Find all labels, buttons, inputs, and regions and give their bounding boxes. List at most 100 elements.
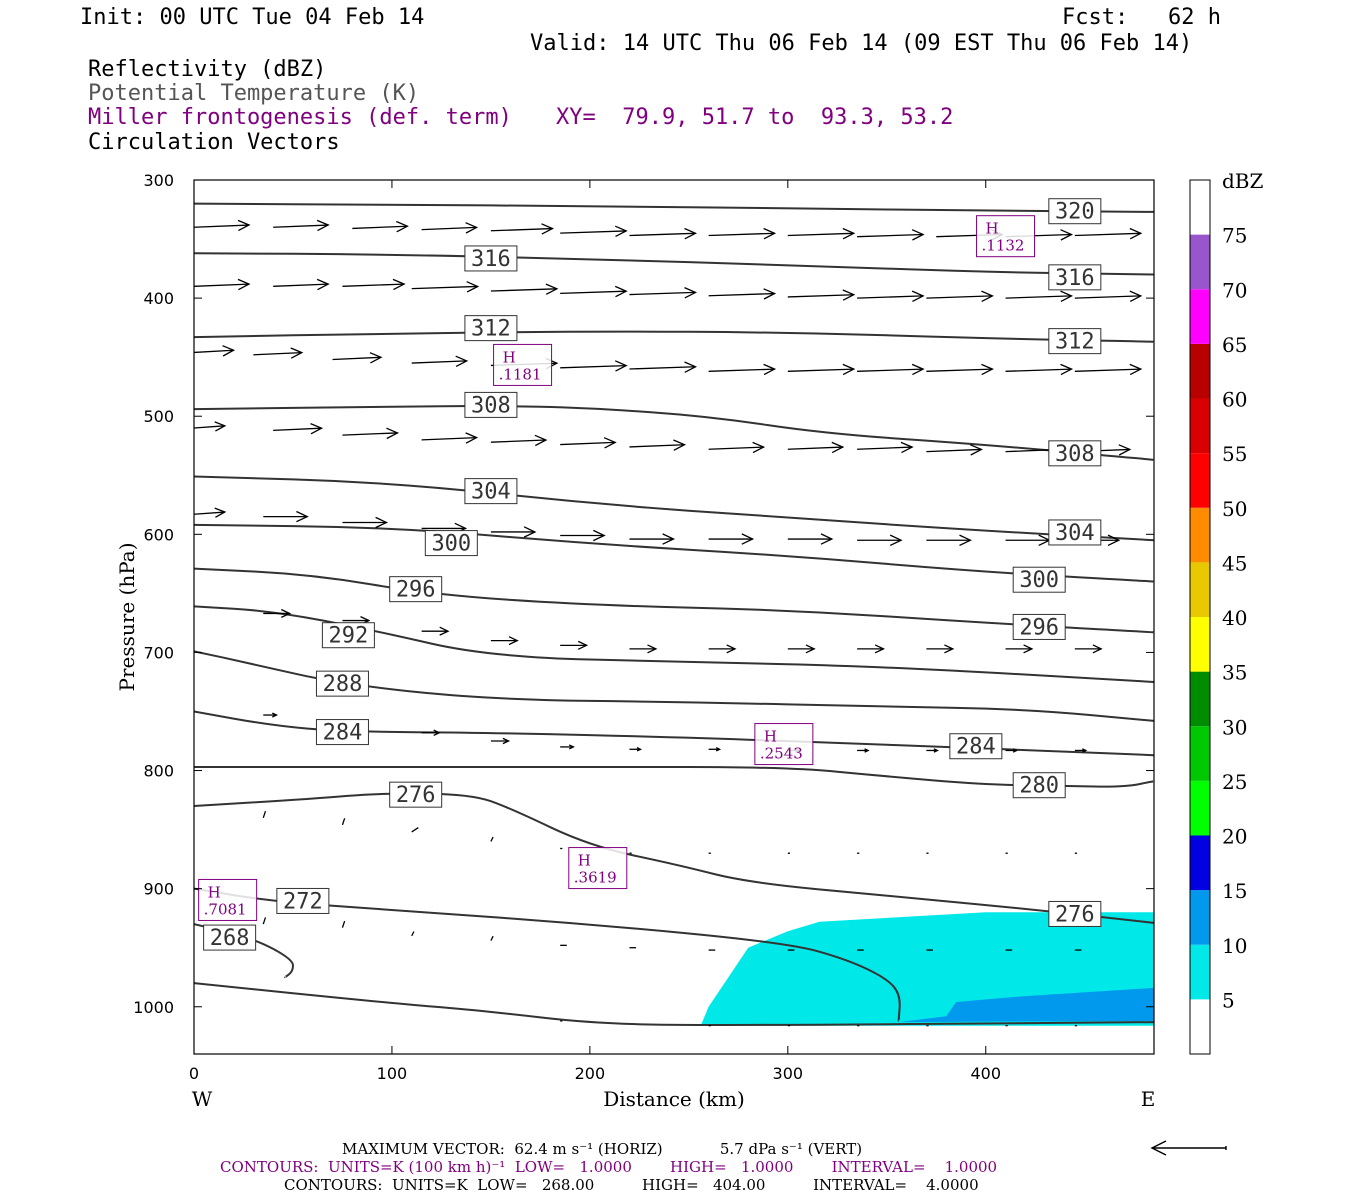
vector-shaft [342, 432, 398, 436]
vector-head [1082, 748, 1088, 753]
y-tick-label: 400 [143, 289, 174, 308]
vector-shaft [629, 232, 696, 237]
circulation-vector [708, 363, 777, 376]
theta-contour-280 [194, 765, 1154, 788]
contour-label-box [1048, 328, 1102, 355]
y-tick-label: 900 [143, 880, 174, 899]
vector-shaft [708, 446, 764, 450]
dbz-colorbar: dBZ 5 10 15 20 25 30 35 40 45 50 55 60 65 70 75 [1189, 169, 1264, 1055]
circulation-vector [411, 827, 419, 833]
circulation-vector [194, 219, 251, 232]
contour-label-box [1012, 613, 1066, 640]
vector-head [545, 283, 559, 295]
contour-label-276: 276 [389, 781, 443, 808]
contour-label-text: 284 [323, 721, 363, 746]
vector-shaft [194, 224, 250, 228]
circulation-vector [194, 507, 227, 518]
x-tick-label: 400 [970, 1064, 1001, 1083]
contour-label-box [315, 670, 369, 697]
circulation-vector [490, 526, 537, 538]
circulation-vector [341, 920, 346, 928]
contour-label-box [949, 733, 1003, 760]
contour-label-text: 300 [1019, 568, 1059, 593]
circulation-vector [1005, 748, 1018, 753]
colorbar-label: 60 [1222, 388, 1247, 412]
colorbar-swatch [1190, 671, 1210, 727]
vector-shaft [857, 446, 913, 450]
frontogenesis-high: H.2543 [754, 723, 814, 766]
vector-head [433, 729, 441, 736]
theta-contour-308 [194, 405, 1154, 461]
vector-shaft [1074, 368, 1141, 372]
circulation-vector [411, 931, 415, 937]
circulation-vector [857, 748, 870, 753]
vector-head [1060, 363, 1074, 376]
colorbar-swatch [1190, 944, 1210, 1000]
circulation-vector [1074, 748, 1088, 753]
high-label: H [503, 348, 516, 366]
circulation-vector [708, 227, 777, 240]
vector-head [900, 441, 914, 454]
circulation-vector [787, 441, 845, 454]
vector-shaft [560, 230, 627, 234]
vector-head [763, 363, 777, 376]
vector-head [465, 222, 479, 234]
vector-head [1012, 748, 1018, 753]
circulation-vector [421, 222, 479, 234]
y-axis-label: Pressure (hPa) [115, 543, 139, 692]
vector-shaft [857, 368, 924, 372]
circulation-vector [411, 355, 469, 367]
colorbar-top-blank [1190, 180, 1210, 235]
colorbar-swatch [1190, 289, 1210, 344]
circulation-vector [787, 227, 856, 240]
vector-head [614, 360, 628, 372]
circulation-vector [490, 935, 494, 941]
x-tick-label: 0 [189, 1064, 199, 1083]
y-tick-label: 600 [143, 525, 174, 544]
circulation-vector [1074, 227, 1143, 240]
y-tick-label: 500 [143, 407, 174, 426]
high-label: H [986, 220, 999, 238]
y-tick-label: 1000 [133, 998, 174, 1017]
colorbar-label: 15 [1222, 879, 1247, 903]
high-label: H [208, 883, 221, 901]
vector-head [214, 421, 227, 432]
frontogenesis-high: H.3619 [568, 847, 628, 890]
vector-shaft [560, 441, 616, 446]
circulation-vector [490, 434, 548, 447]
circulation-vector [926, 644, 955, 654]
vector-head [577, 640, 589, 650]
vector-head [603, 437, 617, 449]
vector-head [726, 644, 737, 654]
circulation-vector [253, 347, 304, 359]
contour-label-312: 312 [1048, 328, 1102, 355]
vector-shaft [787, 232, 854, 237]
vector-shaft [629, 444, 685, 448]
vector-head [842, 227, 856, 240]
contour-label-text: 296 [1019, 615, 1059, 640]
vector-shaft [253, 351, 302, 356]
high-label: H [764, 728, 777, 746]
colorbar-swatch [1190, 617, 1210, 672]
max-vector-arrow [1150, 1140, 1227, 1156]
contour-label-288: 288 [315, 670, 369, 697]
circulation-vector [629, 287, 698, 299]
vector-head [752, 441, 766, 454]
vector-shaft [341, 818, 346, 826]
x-tick-label: 300 [773, 1064, 804, 1083]
vector-shaft [787, 368, 854, 372]
vector-shaft [926, 448, 982, 453]
x-tick-label: 100 [377, 1064, 408, 1083]
circulation-vector [708, 533, 755, 545]
colorbar-label: 30 [1222, 715, 1247, 739]
contour-label-304: 304 [1048, 519, 1102, 546]
high-value: .1181 [499, 365, 542, 383]
contour-label-320: 320 [1048, 198, 1102, 225]
contour-label-text: 312 [471, 317, 511, 342]
circulation-vector [560, 529, 606, 542]
vector-shaft [411, 827, 419, 833]
circulation-vector [708, 441, 766, 454]
circulation-vector [490, 836, 494, 842]
contour-label-316: 316 [464, 245, 518, 272]
colorbar-swatch [1190, 398, 1210, 454]
